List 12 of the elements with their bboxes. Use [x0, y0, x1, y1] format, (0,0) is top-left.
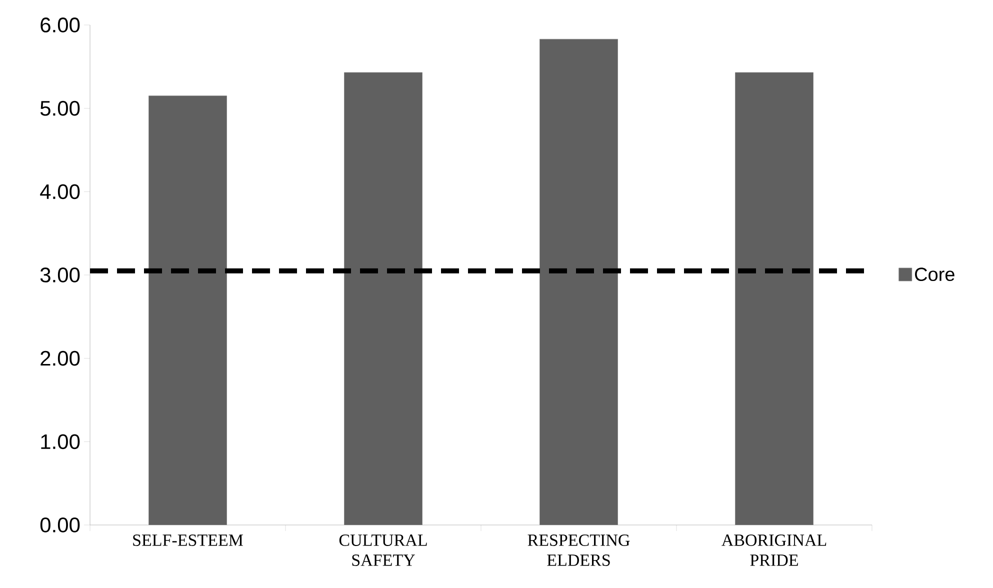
y-tick-label: 1.00 [41, 434, 80, 450]
legend-label: Core [915, 268, 954, 282]
x-tick-label: RESPECTING ELDERS [528, 534, 630, 566]
y-tick-label: 5.00 [40, 100, 80, 116]
x-tick-label: ABORIGINAL PRIDE [722, 534, 826, 566]
x-tick-label: CULTURAL SAFETY [339, 534, 427, 566]
y-tick-label: 4.00 [40, 184, 80, 200]
y-tick-label: 0.00 [40, 518, 80, 532]
y-tick-label: 6.00 [40, 18, 80, 32]
x-tick-label: SELF-ESTEEM [133, 534, 243, 546]
y-tick-label: 2.00 [40, 350, 80, 366]
y-tick-label: 3.00 [40, 268, 80, 282]
